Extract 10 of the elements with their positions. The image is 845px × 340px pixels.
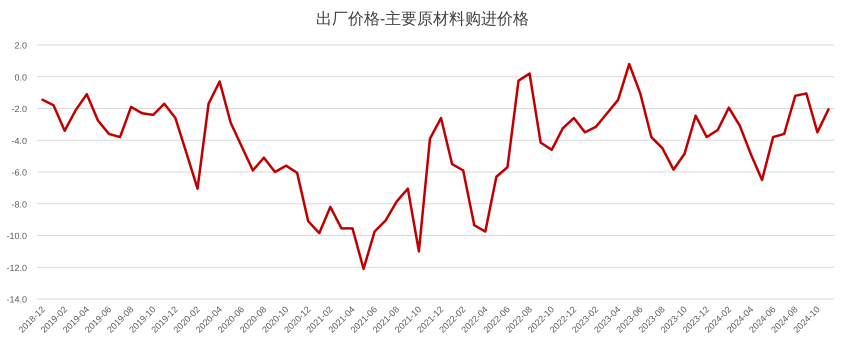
y-tick-label: -6.0 xyxy=(11,168,27,178)
y-tick-label: 0.0 xyxy=(14,72,27,82)
chart-title: 出厂价格-主要原材料购进价格 xyxy=(316,10,530,28)
y-tick-label: 2.0 xyxy=(14,40,27,50)
y-tick-label: -2.0 xyxy=(11,104,27,114)
y-tick-label: -14.0 xyxy=(6,294,27,304)
y-tick-label: -8.0 xyxy=(11,199,27,210)
y-tick-label: -10.0 xyxy=(6,231,27,241)
y-tick-label: -12.0 xyxy=(6,262,27,273)
y-tick-label: -4.0 xyxy=(11,136,27,146)
